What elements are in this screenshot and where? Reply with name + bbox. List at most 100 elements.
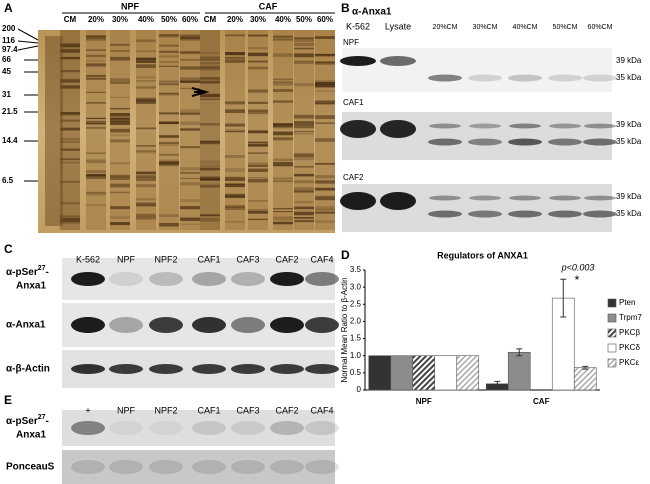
band [110,96,130,98]
band [110,134,130,137]
size-label: 35 kDa [616,73,642,82]
band [294,130,314,135]
band [180,223,200,225]
band [294,121,314,126]
band [273,131,293,136]
marker-label: 14.4 [2,136,18,145]
error-bar [582,365,589,370]
band [225,123,245,127]
band [86,159,106,164]
band [180,87,200,89]
band [136,97,156,101]
band [294,211,314,216]
band [136,149,156,153]
size-label: 39 kDa [616,120,642,129]
band [508,210,542,218]
band [248,179,268,183]
band [86,204,106,207]
band [200,65,220,68]
band [159,55,179,58]
lane-label: CAF2 [275,254,298,264]
blot [342,184,612,232]
marker-label: 116 [2,36,15,45]
band [225,130,245,133]
marker-label: 97.4 [2,45,18,54]
band [294,48,314,50]
band [109,460,143,474]
band [340,120,376,138]
band [429,123,461,129]
band [110,139,130,143]
band [60,56,80,60]
band [60,158,80,160]
band [315,195,335,197]
band [315,206,335,210]
band [86,59,106,62]
band [200,93,220,98]
band [270,460,304,474]
band [110,121,130,126]
band [225,176,245,181]
band [225,129,245,133]
lane-label: CM [204,15,217,24]
band [248,60,268,63]
annotation: * [575,273,580,287]
band [428,138,462,146]
band [136,76,156,79]
band [86,35,106,38]
band [315,61,335,65]
band [86,191,106,196]
band [60,161,80,164]
band [180,199,200,203]
band [110,118,130,123]
band [60,112,80,116]
bar [456,355,480,391]
lane [273,30,293,230]
marker-tick [17,28,39,41]
band [273,126,293,129]
lane-label: CAF3 [236,254,259,264]
band [248,129,268,134]
lane-label: NPF2 [154,405,177,415]
band [231,272,265,286]
band [273,78,293,81]
band [110,78,130,82]
band [200,167,220,171]
band [225,183,245,186]
band [294,180,314,184]
band [136,202,156,207]
marker-label: 66 [2,55,11,64]
band [270,272,304,286]
group-label: CAF [259,1,278,11]
band [159,142,179,144]
arrow [191,87,210,97]
band [548,210,582,218]
marker-label: 200 [2,24,16,33]
band [136,205,156,207]
band [60,78,80,83]
band [86,91,106,93]
band [584,195,616,201]
band [305,364,339,374]
y-tick-label: 3.0 [350,282,362,291]
error-bar [560,278,567,318]
band [231,317,265,333]
band [200,164,220,168]
band [225,168,245,173]
band [60,217,80,222]
lane [294,30,314,230]
band [136,216,156,220]
band [136,57,156,60]
band [60,140,80,143]
band [315,80,335,85]
band [109,364,143,374]
band [159,214,179,218]
band [200,183,220,188]
band [248,165,268,167]
band [71,460,105,474]
band [136,86,156,89]
band [71,317,105,333]
band [270,317,304,333]
lane-label: Lysate [385,21,411,31]
